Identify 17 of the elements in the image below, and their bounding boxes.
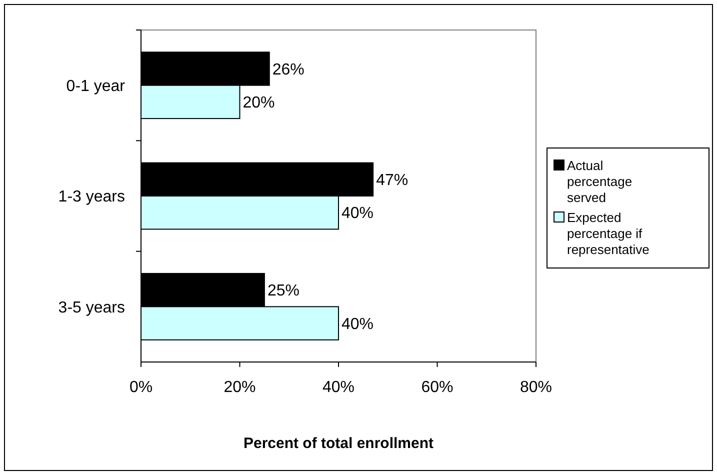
data-label: 47% — [376, 172, 408, 189]
data-label: 40% — [342, 205, 374, 222]
y-tick-label: 0-1 year — [66, 78, 126, 95]
data-label: 40% — [342, 316, 374, 333]
x-tick-label: 0% — [129, 379, 153, 396]
legend-label: Actual percentage served — [567, 158, 632, 205]
data-label: 26% — [272, 61, 304, 78]
legend-label: Expected percentage if representative — [567, 210, 650, 257]
x-tick-label: 60% — [421, 379, 454, 396]
data-label: 25% — [267, 282, 300, 300]
data-label: 20% — [242, 94, 275, 112]
x-tick-label: 40% — [322, 379, 355, 396]
x-tick-label: 80% — [520, 379, 552, 396]
y-tick-label: 3-5 years — [58, 299, 125, 316]
x-tick-label: 20% — [224, 379, 256, 396]
x-axis-title: Percent of total enrollment — [243, 435, 434, 452]
y-tick-label: 1-3 years — [58, 188, 125, 206]
